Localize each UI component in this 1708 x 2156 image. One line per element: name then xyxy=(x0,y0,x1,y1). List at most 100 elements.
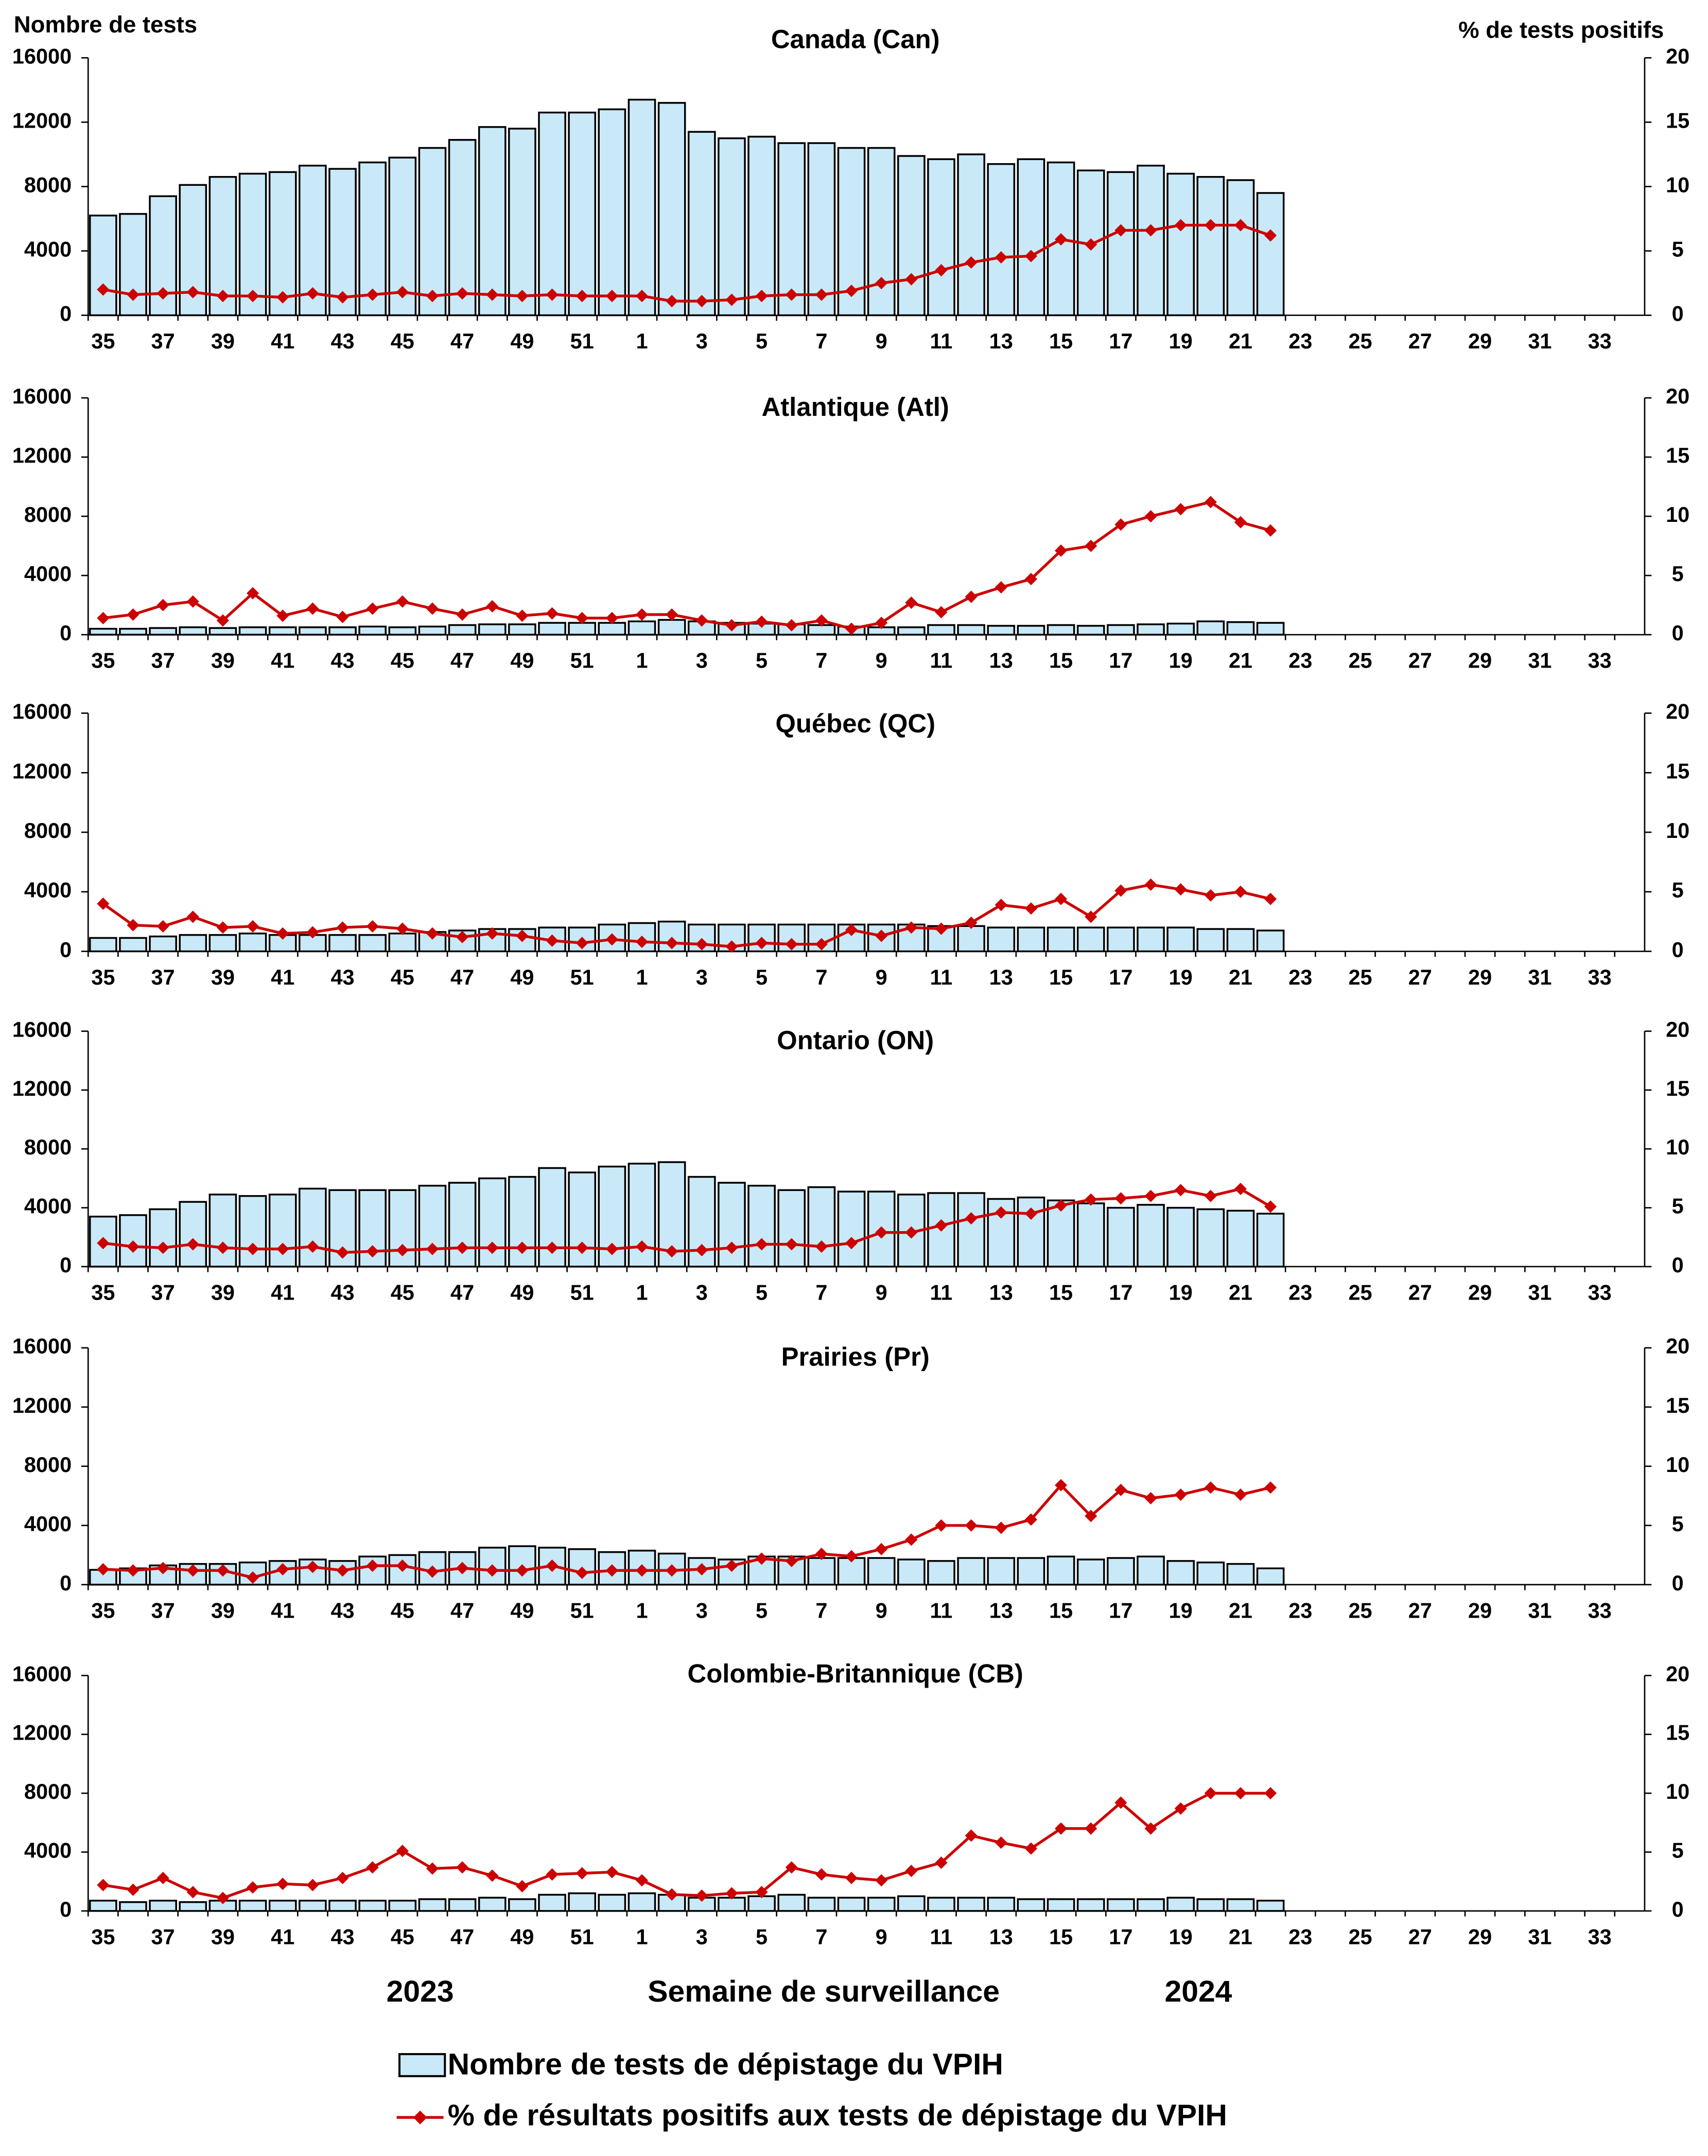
bar xyxy=(987,625,1016,636)
marker xyxy=(186,1886,199,1899)
bar xyxy=(538,1894,566,1912)
y-tick-label: 4000 xyxy=(24,878,72,902)
x-tick-label: 37 xyxy=(151,965,175,989)
bar xyxy=(119,627,147,636)
y-tick-label: 12000 xyxy=(12,443,72,467)
marker xyxy=(516,930,529,942)
bar xyxy=(1076,1202,1105,1268)
bar xyxy=(149,1900,177,1912)
y-tick-label: 12000 xyxy=(12,1393,72,1417)
bar xyxy=(358,625,387,636)
marker xyxy=(605,611,618,624)
x-tick-label: 39 xyxy=(211,1924,235,1949)
y2-tick-label: 20 xyxy=(1666,384,1689,408)
bar xyxy=(1137,1898,1165,1912)
bar xyxy=(1107,1206,1135,1268)
marker xyxy=(965,1829,978,1842)
bar xyxy=(1107,1898,1135,1912)
x-tick-label: 23 xyxy=(1288,648,1312,673)
bar xyxy=(1017,1557,1045,1586)
legend-label: % de résultats positifs aux tests de dép… xyxy=(448,2099,1227,2132)
marker xyxy=(426,1862,439,1875)
bar xyxy=(1137,165,1165,317)
marker xyxy=(127,1883,140,1896)
x-tick-label: 33 xyxy=(1588,648,1612,673)
marker xyxy=(1114,1483,1127,1496)
year-label: 2024 xyxy=(1164,1975,1232,2008)
x-tick-label: 5 xyxy=(756,648,768,673)
marker xyxy=(815,614,828,627)
marker xyxy=(426,602,439,615)
bar xyxy=(208,1194,237,1268)
x-tick-label: 17 xyxy=(1109,965,1132,989)
bar xyxy=(328,168,357,317)
y2-tick-label: 10 xyxy=(1666,818,1689,843)
y-tick-label: 0 xyxy=(60,621,72,645)
bar xyxy=(927,1560,955,1586)
bar xyxy=(238,1195,267,1268)
bar xyxy=(508,128,536,317)
bar xyxy=(1196,928,1225,953)
legend-swatch xyxy=(398,2053,446,2077)
marker xyxy=(97,897,110,910)
x-tick-label: 1 xyxy=(636,329,648,353)
marker xyxy=(396,595,409,608)
bar xyxy=(388,626,417,636)
marker xyxy=(1024,573,1037,586)
y-tick-label: 16000 xyxy=(12,1018,72,1042)
marker xyxy=(1024,1842,1037,1855)
marker xyxy=(366,288,379,301)
x-tick-label: 41 xyxy=(271,1280,294,1304)
x-tick-label: 7 xyxy=(815,1924,827,1949)
marker xyxy=(1144,510,1157,523)
x-tick-label: 11 xyxy=(930,1924,953,1949)
panel: Québec (QC)04000800012000160000510152035… xyxy=(12,699,1689,989)
y2-tick-label: 20 xyxy=(1666,1018,1689,1042)
x-tick-label: 43 xyxy=(330,1598,354,1622)
y-tick-label: 8000 xyxy=(24,1452,72,1477)
bar xyxy=(897,626,926,636)
x-tick-label: 43 xyxy=(330,1924,354,1949)
y2-tick-label: 15 xyxy=(1666,759,1689,783)
x-tick-label: 17 xyxy=(1109,329,1132,353)
x-tick-label: 39 xyxy=(211,1280,235,1304)
marker xyxy=(965,1519,978,1532)
x-tick-label: 19 xyxy=(1169,1924,1193,1949)
x-tick-label: 31 xyxy=(1528,965,1552,989)
x-tick-label: 35 xyxy=(91,329,115,353)
x-tick-label: 21 xyxy=(1229,1598,1252,1622)
x-tick-label: 15 xyxy=(1049,329,1073,353)
line xyxy=(102,1792,1271,1900)
x-tick-label: 51 xyxy=(570,1924,594,1949)
x-tick-label: 11 xyxy=(930,965,953,989)
x-tick-label: 3 xyxy=(696,1924,708,1949)
x-tick-label: 47 xyxy=(450,965,474,989)
marker xyxy=(1204,219,1217,232)
bar xyxy=(1076,926,1105,953)
bar xyxy=(747,1184,776,1268)
bar xyxy=(1226,1563,1255,1586)
marker xyxy=(156,1562,169,1574)
marker xyxy=(247,290,259,303)
marker xyxy=(127,608,140,621)
y2-tick-label: 15 xyxy=(1666,1393,1689,1417)
x-tick-label: 5 xyxy=(756,1924,768,1949)
marker xyxy=(576,937,588,950)
x-tick-label: 27 xyxy=(1408,1598,1432,1622)
marker xyxy=(695,614,708,627)
x-tick-label: 11 xyxy=(930,648,953,673)
x-tick-label: 5 xyxy=(756,1598,768,1622)
y-tick-label: 12000 xyxy=(12,108,72,132)
marker xyxy=(156,287,169,300)
x-tick-label: 23 xyxy=(1288,1924,1312,1949)
x-tick-label: 51 xyxy=(570,965,594,989)
bar xyxy=(807,1897,836,1912)
bar xyxy=(777,1189,806,1268)
y-tick-label: 12000 xyxy=(12,1076,72,1100)
bar xyxy=(867,147,896,317)
marker xyxy=(635,608,649,621)
marker xyxy=(247,1881,259,1894)
marker xyxy=(1085,1510,1097,1522)
bar xyxy=(777,142,806,317)
marker xyxy=(605,1242,618,1255)
